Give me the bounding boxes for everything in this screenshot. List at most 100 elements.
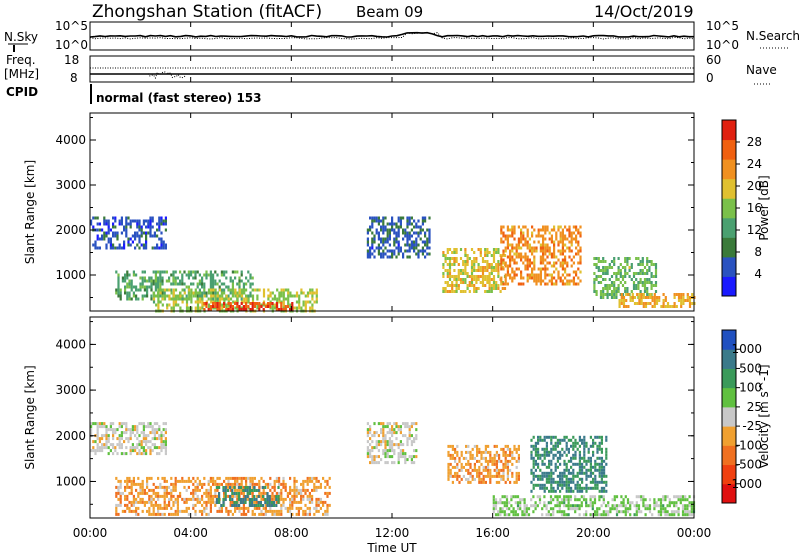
- velocity-cell: [495, 480, 498, 484]
- power-cell: [561, 246, 564, 250]
- velocity-cell: [371, 461, 374, 465]
- velocity-cell: [559, 462, 562, 466]
- power-cell: [148, 285, 151, 289]
- velocity-cell: [212, 476, 215, 480]
- velocity-cell: [149, 452, 152, 456]
- power-cell: [486, 260, 489, 263]
- power-cell: [470, 284, 474, 287]
- velocity-cell: [478, 450, 481, 454]
- velocity-cell: [449, 456, 452, 460]
- power-cell: [161, 303, 164, 307]
- velocity-cell: [565, 498, 568, 502]
- velocity-cell: [258, 482, 261, 486]
- power-cell: [570, 264, 573, 268]
- velocity-cell: [109, 422, 112, 426]
- velocity-cell: [402, 449, 405, 453]
- velocity-cell: [136, 452, 139, 456]
- power-cell: [688, 305, 692, 308]
- power-cell: [606, 293, 609, 296]
- velocity-cell: [147, 425, 150, 429]
- power-cell: [486, 251, 489, 254]
- power-cell: [205, 291, 208, 295]
- velocity-cell: [530, 444, 533, 448]
- power-cell: [559, 240, 562, 244]
- velocity-cell: [242, 489, 245, 492]
- power-cell: [229, 276, 232, 280]
- power-cell: [606, 269, 609, 272]
- velocity-cell: [594, 468, 597, 472]
- velocity-cell: [449, 471, 452, 475]
- power-cell: [130, 288, 133, 292]
- velocity-cell: [214, 503, 217, 507]
- velocity-cell: [291, 500, 294, 504]
- velocity-cell: [532, 477, 535, 481]
- power-cell: [183, 297, 186, 301]
- power-cell: [564, 258, 567, 262]
- power-cell: [643, 290, 647, 293]
- power-cell: [599, 290, 603, 293]
- velocity-cell: [161, 485, 164, 489]
- power-cell: [641, 272, 644, 275]
- power-cell: [528, 249, 531, 253]
- power-cell: [212, 276, 215, 280]
- velocity-cell: [124, 497, 127, 501]
- power-cell: [377, 237, 380, 241]
- velocity-cell: [530, 471, 533, 475]
- power-cell: [159, 270, 162, 274]
- velocity-data-region: [215, 486, 280, 507]
- freq-ytick-top: 18: [64, 53, 79, 67]
- velocity-cell: [502, 477, 505, 481]
- power-colorbar-tick-label: 16: [747, 201, 762, 215]
- velocity-cell: [576, 462, 579, 466]
- velocity-cell: [537, 465, 540, 469]
- velocity-cell: [154, 512, 157, 516]
- velocity-colorbar-band: [722, 426, 736, 446]
- velocity-cell: [236, 494, 239, 498]
- power-cell: [501, 287, 504, 290]
- velocity-cell: [156, 437, 159, 441]
- power-cell: [542, 252, 545, 256]
- velocity-cell: [222, 486, 225, 489]
- power-cell: [654, 269, 658, 272]
- power-cell: [415, 237, 418, 241]
- velocity-cell: [677, 510, 680, 514]
- velocity-cell: [679, 501, 682, 505]
- velocity-cell: [198, 509, 201, 513]
- velocity-cell: [253, 500, 256, 504]
- velocity-cell: [96, 422, 99, 426]
- power-cell: [262, 308, 265, 311]
- velocity-cell: [229, 482, 232, 486]
- velocity-cell: [322, 476, 325, 480]
- velocity-cell: [181, 509, 184, 513]
- velocity-cell: [556, 498, 559, 502]
- velocity-cell: [498, 459, 501, 463]
- power-cell: [641, 257, 644, 260]
- velocity-cell: [185, 488, 188, 492]
- velocity-cell: [117, 485, 120, 489]
- power-cell: [371, 231, 374, 235]
- velocity-cell: [500, 474, 503, 478]
- power-cell: [373, 237, 376, 241]
- power-cell: [140, 234, 143, 238]
- velocity-cell: [324, 509, 327, 513]
- power-cell: [201, 282, 204, 286]
- velocity-cell: [516, 507, 520, 511]
- power-cell: [151, 246, 154, 250]
- velocity-cell: [600, 438, 603, 442]
- velocity-cell: [215, 486, 218, 489]
- velocity-cell: [135, 500, 138, 504]
- power-cell: [453, 278, 456, 281]
- velocity-cell: [604, 504, 608, 508]
- power-cell: [539, 249, 542, 253]
- power-cell: [515, 261, 518, 265]
- velocity-cell: [172, 500, 175, 504]
- power-cell: [98, 246, 101, 250]
- power-cell: [105, 234, 108, 238]
- velocity-cell: [311, 500, 314, 504]
- power-cell: [466, 275, 469, 278]
- velocity-cell: [554, 441, 557, 445]
- power-cell: [141, 270, 144, 274]
- velocity-cell: [492, 498, 495, 502]
- velocity-cell: [194, 479, 197, 483]
- velocity-cell: [159, 512, 162, 516]
